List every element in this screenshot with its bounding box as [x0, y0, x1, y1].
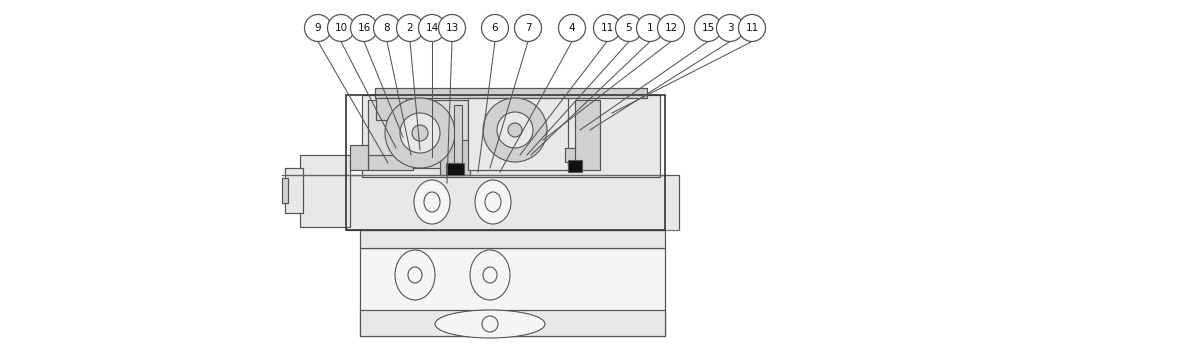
Bar: [300, 155, 350, 227]
Bar: [285, 168, 303, 213]
Bar: [575, 100, 600, 170]
Bar: [368, 155, 413, 170]
Bar: [285, 168, 303, 213]
Bar: [346, 95, 665, 230]
Bar: [361, 230, 665, 248]
Bar: [376, 98, 406, 120]
Bar: [361, 248, 665, 336]
Text: 14: 14: [425, 23, 438, 33]
Circle shape: [438, 14, 466, 42]
Ellipse shape: [474, 180, 512, 224]
Circle shape: [616, 14, 642, 42]
Bar: [468, 98, 568, 170]
Bar: [468, 98, 568, 170]
Text: 15: 15: [701, 23, 715, 33]
Bar: [446, 163, 464, 175]
Text: 9: 9: [315, 23, 321, 33]
Text: 6: 6: [491, 23, 498, 33]
Bar: [362, 95, 660, 177]
Bar: [361, 310, 665, 336]
Circle shape: [593, 14, 621, 42]
Circle shape: [374, 14, 400, 42]
Text: 4: 4: [569, 23, 575, 33]
Circle shape: [397, 14, 424, 42]
Ellipse shape: [415, 180, 450, 224]
Circle shape: [514, 14, 541, 42]
Bar: [368, 100, 468, 168]
Circle shape: [658, 14, 684, 42]
Circle shape: [695, 14, 721, 42]
Text: 16: 16: [357, 23, 370, 33]
Text: 7: 7: [525, 23, 531, 33]
Bar: [350, 145, 368, 170]
Text: 3: 3: [727, 23, 733, 33]
Circle shape: [558, 14, 586, 42]
Circle shape: [351, 14, 377, 42]
Bar: [361, 310, 665, 336]
Bar: [361, 248, 665, 336]
Bar: [346, 175, 679, 230]
Text: 10: 10: [334, 23, 347, 33]
Ellipse shape: [470, 250, 510, 300]
Ellipse shape: [400, 113, 440, 153]
Text: 8: 8: [383, 23, 391, 33]
Bar: [454, 105, 462, 163]
Bar: [361, 230, 665, 248]
Text: 5: 5: [625, 23, 633, 33]
Circle shape: [418, 14, 446, 42]
Bar: [282, 178, 288, 203]
Bar: [362, 95, 660, 177]
Bar: [282, 178, 288, 203]
Bar: [440, 140, 470, 175]
Circle shape: [636, 14, 664, 42]
Bar: [565, 148, 585, 162]
Text: 11: 11: [600, 23, 613, 33]
Text: 13: 13: [446, 23, 459, 33]
Bar: [575, 100, 600, 170]
Ellipse shape: [385, 98, 455, 168]
Ellipse shape: [497, 112, 533, 148]
Bar: [375, 88, 647, 98]
Bar: [375, 88, 647, 98]
Text: 2: 2: [406, 23, 413, 33]
Bar: [440, 140, 470, 175]
Bar: [350, 145, 368, 170]
Bar: [568, 160, 582, 172]
Ellipse shape: [483, 98, 547, 162]
Text: 1: 1: [647, 23, 653, 33]
Bar: [368, 155, 413, 170]
Ellipse shape: [412, 125, 428, 141]
Circle shape: [304, 14, 332, 42]
Circle shape: [738, 14, 766, 42]
Text: 12: 12: [665, 23, 678, 33]
Circle shape: [327, 14, 355, 42]
Ellipse shape: [435, 310, 545, 338]
Bar: [376, 98, 406, 120]
Ellipse shape: [508, 123, 522, 137]
Ellipse shape: [395, 250, 435, 300]
Bar: [565, 148, 585, 162]
Bar: [368, 100, 468, 168]
Bar: [300, 155, 350, 227]
Circle shape: [716, 14, 744, 42]
Circle shape: [482, 14, 508, 42]
Text: 11: 11: [745, 23, 758, 33]
Bar: [346, 175, 679, 230]
